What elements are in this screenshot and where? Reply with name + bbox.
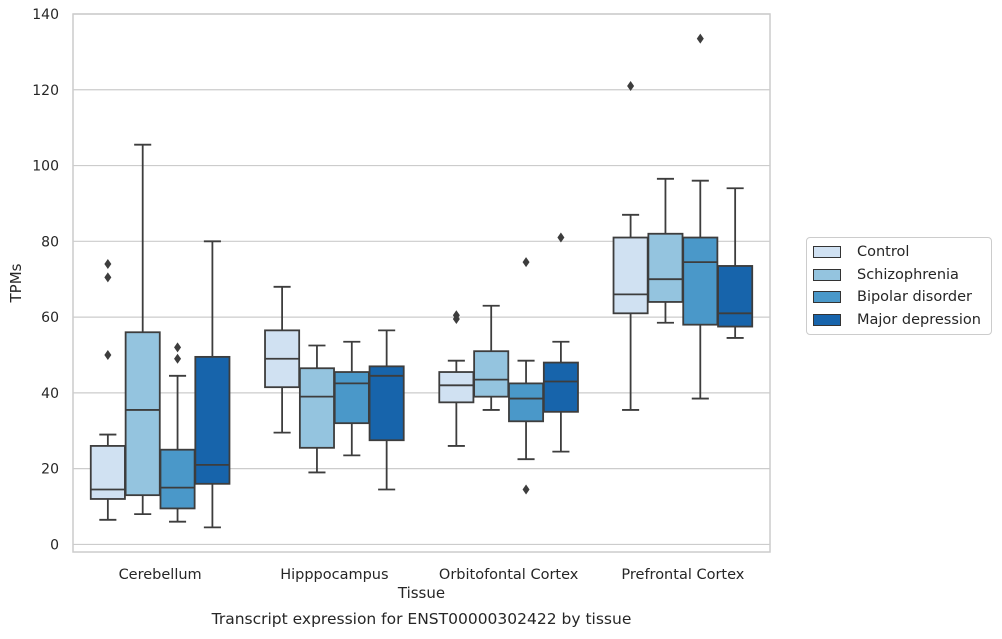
box-bipolar-disorder — [508, 382, 545, 423]
y-tick-label: 100 — [32, 159, 59, 175]
x-tick-label: Cerebellum — [119, 567, 202, 583]
outlier-point — [627, 80, 635, 91]
legend-swatch — [813, 313, 841, 326]
box-schizophrenia — [298, 367, 335, 449]
box-bipolar-disorder — [333, 371, 370, 425]
outlier-point — [452, 310, 460, 321]
box-control — [612, 236, 649, 315]
outlier-point — [104, 259, 112, 270]
box-major-depression — [717, 265, 754, 328]
box-major-depression — [368, 365, 405, 442]
box-bipolar-disorder — [159, 448, 196, 510]
legend-label: Major depression — [857, 311, 981, 328]
x-axis-label: Tissue — [397, 584, 445, 602]
legend-item: Major depression — [807, 309, 991, 332]
legend-item: Schizophrenia — [807, 264, 991, 287]
legend-swatch — [813, 291, 841, 304]
outlier-point — [696, 33, 704, 44]
box-schizophrenia — [473, 350, 510, 398]
legend-label: Control — [857, 244, 910, 261]
outlier-point — [174, 353, 182, 364]
outlier-point — [104, 272, 112, 283]
y-tick-label: 0 — [50, 537, 59, 553]
legend-label: Schizophrenia — [857, 266, 959, 283]
box-bipolar-disorder — [682, 236, 719, 326]
box-control — [438, 371, 475, 404]
legend-swatch — [813, 246, 841, 259]
box-major-depression — [542, 361, 579, 413]
x-tick-label: Hipppocampus — [280, 567, 388, 583]
box-schizophrenia — [647, 232, 684, 303]
y-tick-label: 60 — [41, 310, 59, 326]
legend: Control Schizophrenia Bipolar disorder Majo… — [806, 237, 992, 335]
chart-caption: Transcript expression for ENST0000030242… — [211, 610, 632, 628]
legend-swatch — [813, 268, 841, 281]
legend-item: Bipolar disorder — [807, 286, 991, 309]
box-major-depression — [194, 355, 231, 485]
y-tick-label: 120 — [32, 83, 59, 99]
box-control — [89, 445, 126, 500]
legend-item: Control — [807, 241, 991, 264]
y-tick-label: 20 — [41, 462, 59, 478]
outlier-point — [104, 349, 112, 360]
outlier-point — [557, 232, 565, 243]
x-tick-label: Prefrontal Cortex — [621, 567, 744, 583]
y-tick-label: 80 — [41, 234, 59, 250]
y-axis-label: TPMs — [7, 263, 25, 303]
legend-label: Bipolar disorder — [857, 289, 972, 306]
outlier-point — [522, 257, 530, 268]
x-tick-label: Orbitofontal Cortex — [439, 567, 579, 583]
y-tick-label: 140 — [32, 7, 59, 23]
outlier-point — [174, 342, 182, 353]
y-tick-label: 40 — [41, 386, 59, 402]
box-schizophrenia — [124, 331, 161, 497]
outlier-point — [522, 484, 530, 495]
